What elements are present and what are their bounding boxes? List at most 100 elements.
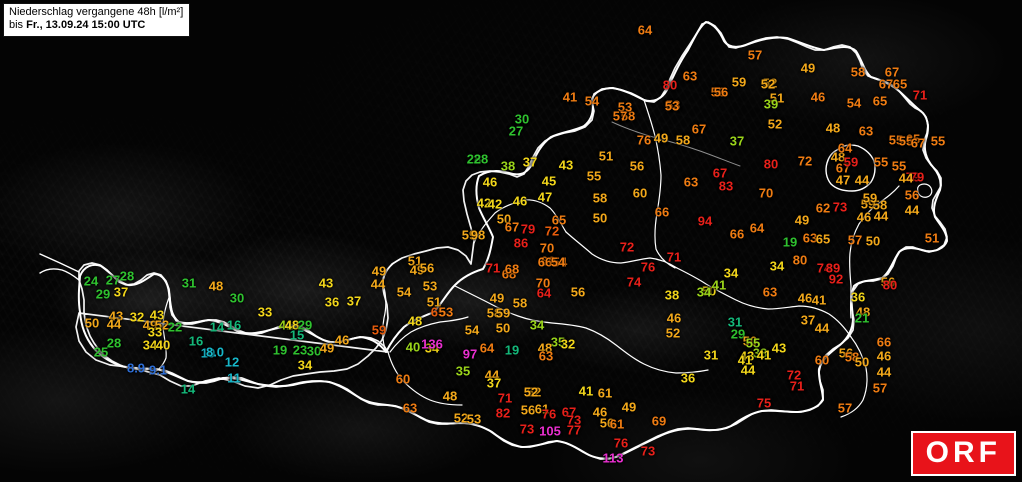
station-value: 41 bbox=[562, 89, 578, 105]
neusiedler-see bbox=[917, 183, 933, 198]
state-border-ooe-noe bbox=[643, 99, 676, 269]
station-value: 44 bbox=[904, 202, 920, 218]
station-value: 64 bbox=[536, 285, 552, 301]
station-value: 57 bbox=[837, 400, 853, 416]
station-value: 30 bbox=[306, 343, 322, 359]
station-value: 35 bbox=[550, 334, 566, 350]
state-border-tirol-salzburg bbox=[382, 258, 401, 353]
state-border-steiermark-burgenland bbox=[840, 336, 868, 418]
station-value: 77 bbox=[566, 422, 582, 438]
station-value: 46 bbox=[482, 174, 498, 190]
station-value: 56 bbox=[419, 260, 435, 276]
station-value: 16 bbox=[226, 317, 242, 333]
station-value: 53 bbox=[665, 97, 681, 113]
station-value: 55 bbox=[930, 133, 946, 149]
station-value: 89 bbox=[825, 260, 841, 276]
station-value: 49 bbox=[794, 212, 810, 228]
station-value: 28 bbox=[119, 268, 135, 284]
station-value: 76 bbox=[636, 132, 652, 148]
station-value: 57 bbox=[612, 108, 628, 124]
station-value: 43 bbox=[739, 348, 755, 364]
station-value: 11 bbox=[227, 370, 241, 386]
station-value: 25 bbox=[93, 344, 109, 360]
station-value: 46 bbox=[810, 89, 826, 105]
station-value: 41 bbox=[578, 383, 594, 399]
station-value: 63 bbox=[858, 123, 874, 139]
station-value: 32 bbox=[129, 309, 145, 325]
station-value: 105 bbox=[539, 423, 561, 439]
station-value: 14 bbox=[180, 381, 196, 397]
station-value: 136 bbox=[421, 336, 443, 352]
river-donau bbox=[611, 121, 741, 167]
station-value: 43 bbox=[558, 157, 574, 173]
station-value: 50 bbox=[865, 233, 881, 249]
station-value: 34 bbox=[424, 340, 440, 356]
station-value: 72 bbox=[786, 367, 802, 383]
station-value: 47 bbox=[835, 172, 851, 188]
station-value: 15 bbox=[289, 327, 305, 343]
station-value: 57 bbox=[872, 380, 888, 396]
wien-outline bbox=[825, 144, 876, 192]
station-value: 63 bbox=[538, 348, 554, 364]
station-value: 98 bbox=[470, 227, 486, 243]
station-value: 59 bbox=[862, 190, 878, 206]
station-value: 52 bbox=[526, 384, 542, 400]
station-value: 30 bbox=[514, 111, 530, 127]
station-value: 49 bbox=[621, 399, 637, 415]
station-value: 113 bbox=[602, 450, 624, 466]
legend-title-line2: bis Fr., 13.09.24 15:00 UTC bbox=[9, 19, 183, 32]
state-border-noe-burgenland bbox=[848, 185, 900, 319]
station-value: 44 bbox=[740, 362, 756, 378]
station-value: 58 bbox=[486, 305, 502, 321]
station-value: 56 bbox=[629, 158, 645, 174]
station-value: 54 bbox=[584, 93, 600, 109]
station-value: 37 bbox=[800, 312, 816, 328]
station-value: 71 bbox=[485, 260, 501, 276]
station-value: 71 bbox=[789, 378, 805, 394]
station-value: 33 bbox=[257, 304, 273, 320]
station-value: 74 bbox=[626, 274, 642, 290]
station-value: 46 bbox=[512, 193, 528, 209]
station-value: 34 bbox=[769, 258, 785, 274]
station-value: 50 bbox=[495, 320, 511, 336]
station-value: 42 bbox=[487, 196, 503, 212]
station-value: 65 bbox=[905, 131, 921, 147]
station-value: 58 bbox=[872, 197, 888, 213]
station-value: 49 bbox=[800, 60, 816, 76]
station-value: 66 bbox=[540, 253, 556, 269]
station-value: 58 bbox=[620, 108, 636, 124]
station-value: 43 bbox=[771, 340, 787, 356]
legend-timestamp: Fr., 13.09.24 15:00 UTC bbox=[26, 19, 146, 32]
station-value: 50 bbox=[742, 333, 758, 349]
station-value: 31 bbox=[181, 275, 197, 291]
station-value: 58 bbox=[512, 295, 528, 311]
station-value: 65 bbox=[551, 212, 567, 228]
station-value: 40 bbox=[405, 339, 421, 355]
station-value: 31 bbox=[727, 314, 743, 330]
station-value: 59 bbox=[860, 196, 876, 212]
station-value: 48 bbox=[442, 388, 458, 404]
station-value: 53 bbox=[664, 98, 680, 114]
station-value: 61 bbox=[609, 416, 625, 432]
station-value: 73 bbox=[519, 421, 535, 437]
state-border-tirol-karnten bbox=[389, 316, 469, 353]
station-value: 86 bbox=[513, 235, 529, 251]
station-value: 41 bbox=[811, 292, 827, 308]
station-value: 97 bbox=[462, 346, 478, 362]
station-value: 63 bbox=[762, 284, 778, 300]
station-value: 79 bbox=[909, 169, 925, 185]
station-value: 66 bbox=[537, 254, 553, 270]
station-value: 46 bbox=[592, 404, 608, 420]
station-value: 80 bbox=[792, 252, 808, 268]
station-value: 48 bbox=[208, 278, 224, 294]
station-value: 55 bbox=[898, 133, 914, 149]
station-value: 56 bbox=[838, 345, 854, 361]
station-value: 58 bbox=[592, 190, 608, 206]
station-value: 43 bbox=[149, 307, 165, 323]
station-value: 51 bbox=[924, 230, 940, 246]
station-value: 35 bbox=[455, 363, 471, 379]
station-value: 34 bbox=[297, 357, 313, 373]
station-value: 37 bbox=[729, 133, 745, 149]
station-value: 28 bbox=[106, 335, 122, 351]
